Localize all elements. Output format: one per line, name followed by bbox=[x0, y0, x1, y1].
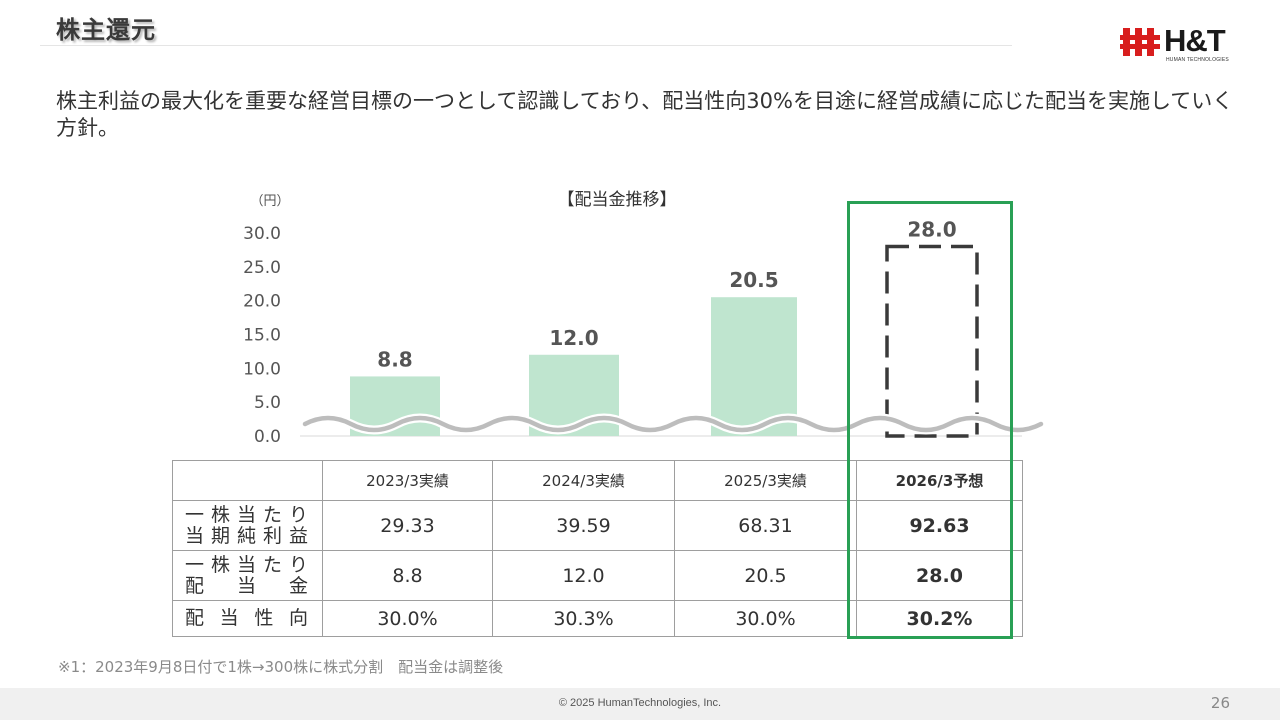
table-cell: 30.0% bbox=[322, 600, 493, 637]
logo-mark-icon bbox=[1120, 28, 1160, 56]
y-tick-label: 10.0 bbox=[243, 359, 281, 379]
row-label: 配当性向 bbox=[172, 600, 323, 637]
logo-subtext: HUMAN TECHNOLOGIES bbox=[1166, 57, 1229, 63]
column-header: 2024/3実績 bbox=[492, 460, 675, 501]
table-cell: 20.5 bbox=[674, 550, 857, 601]
bar-value-label: 20.5 bbox=[729, 268, 778, 292]
y-tick-label: 25.0 bbox=[243, 258, 281, 278]
bar-value-label: 28.0 bbox=[907, 217, 956, 241]
dividend-table: 2023/3実績 2024/3実績 2025/3実績 2026/3予想 一株当たり 当期純… bbox=[172, 460, 1023, 637]
column-header: 2025/3実績 bbox=[674, 460, 857, 501]
bar-forecast bbox=[885, 244, 979, 438]
row-label-line: 当期純利益 bbox=[185, 524, 310, 547]
axis-break-wave bbox=[302, 415, 1044, 433]
logo-text: H&T bbox=[1164, 23, 1226, 58]
table-row: 一株当たり 配当金 8.8 12.0 20.5 28.0 bbox=[172, 550, 1023, 601]
table-cell: 30.2% bbox=[856, 600, 1023, 637]
y-tick-label: 5.0 bbox=[254, 393, 281, 413]
bar bbox=[350, 376, 440, 436]
table-cell: 92.63 bbox=[856, 500, 1023, 551]
table-cell: 39.59 bbox=[492, 500, 675, 551]
axis-break-gap bbox=[302, 413, 1044, 435]
footnote: ※1：2023年9月8日付で1株→300株に株式分割 配当金は調整後 bbox=[58, 658, 504, 676]
page-title: 株主還元 bbox=[56, 16, 156, 44]
table-cell: 12.0 bbox=[492, 550, 675, 601]
company-logo: H&T HUMAN TECHNOLOGIES bbox=[1120, 24, 1242, 64]
bar bbox=[711, 297, 797, 436]
bar-value-label: 12.0 bbox=[549, 326, 598, 350]
row-label-line: 一株当たり bbox=[185, 503, 310, 526]
y-tick-label: 15.0 bbox=[243, 325, 281, 345]
table-header-row: 2023/3実績 2024/3実績 2025/3実績 2026/3予想 bbox=[172, 460, 1023, 501]
row-label: 一株当たり 配当金 bbox=[172, 550, 323, 601]
table-row: 一株当たり 当期純利益 29.33 39.59 68.31 92.63 bbox=[172, 500, 1023, 551]
chart-title: 【配当金推移】 bbox=[558, 190, 677, 210]
title-divider bbox=[40, 45, 1012, 46]
table-cell: 8.8 bbox=[322, 550, 493, 601]
y-axis-unit: （円） bbox=[250, 194, 289, 209]
page-number: 26 bbox=[1210, 694, 1230, 712]
row-label-line: 一株当たり bbox=[185, 553, 310, 576]
column-header: 2023/3実績 bbox=[322, 460, 493, 501]
table-cell: 30.3% bbox=[492, 600, 675, 637]
table-cell: 30.0% bbox=[674, 600, 857, 637]
row-label-line: 配当金 bbox=[185, 574, 310, 597]
bar-value-label: 8.8 bbox=[377, 347, 412, 371]
row-label-line: 配当性向 bbox=[185, 607, 310, 629]
table-row: 配当性向 30.0% 30.3% 30.0% 30.2% bbox=[172, 600, 1023, 637]
y-tick-label: 20.0 bbox=[243, 292, 281, 312]
copyright: © 2025 HumanTechnologies, Inc. bbox=[558, 697, 722, 709]
table-cell: 28.0 bbox=[856, 550, 1023, 601]
table-corner-cell bbox=[172, 460, 323, 501]
column-header: 2026/3予想 bbox=[856, 460, 1023, 501]
y-tick-label: 0.0 bbox=[254, 427, 281, 447]
footer: © 2025 HumanTechnologies, Inc. 26 bbox=[0, 688, 1280, 720]
bar bbox=[529, 354, 619, 436]
table-cell: 68.31 bbox=[674, 500, 857, 551]
row-label: 一株当たり 当期純利益 bbox=[172, 500, 323, 551]
policy-statement: 株主利益の最大化を重要な経営目標の一つとして認識しており、配当性向30%を目途に… bbox=[56, 89, 1234, 140]
dividend-chart: 【配当金推移】 （円） 0.0 5.0 10.0 15.0 20.0 25.0 30.0 8.8 1… bbox=[243, 190, 1044, 447]
table-cell: 29.33 bbox=[322, 500, 493, 551]
y-tick-label: 30.0 bbox=[243, 224, 281, 244]
